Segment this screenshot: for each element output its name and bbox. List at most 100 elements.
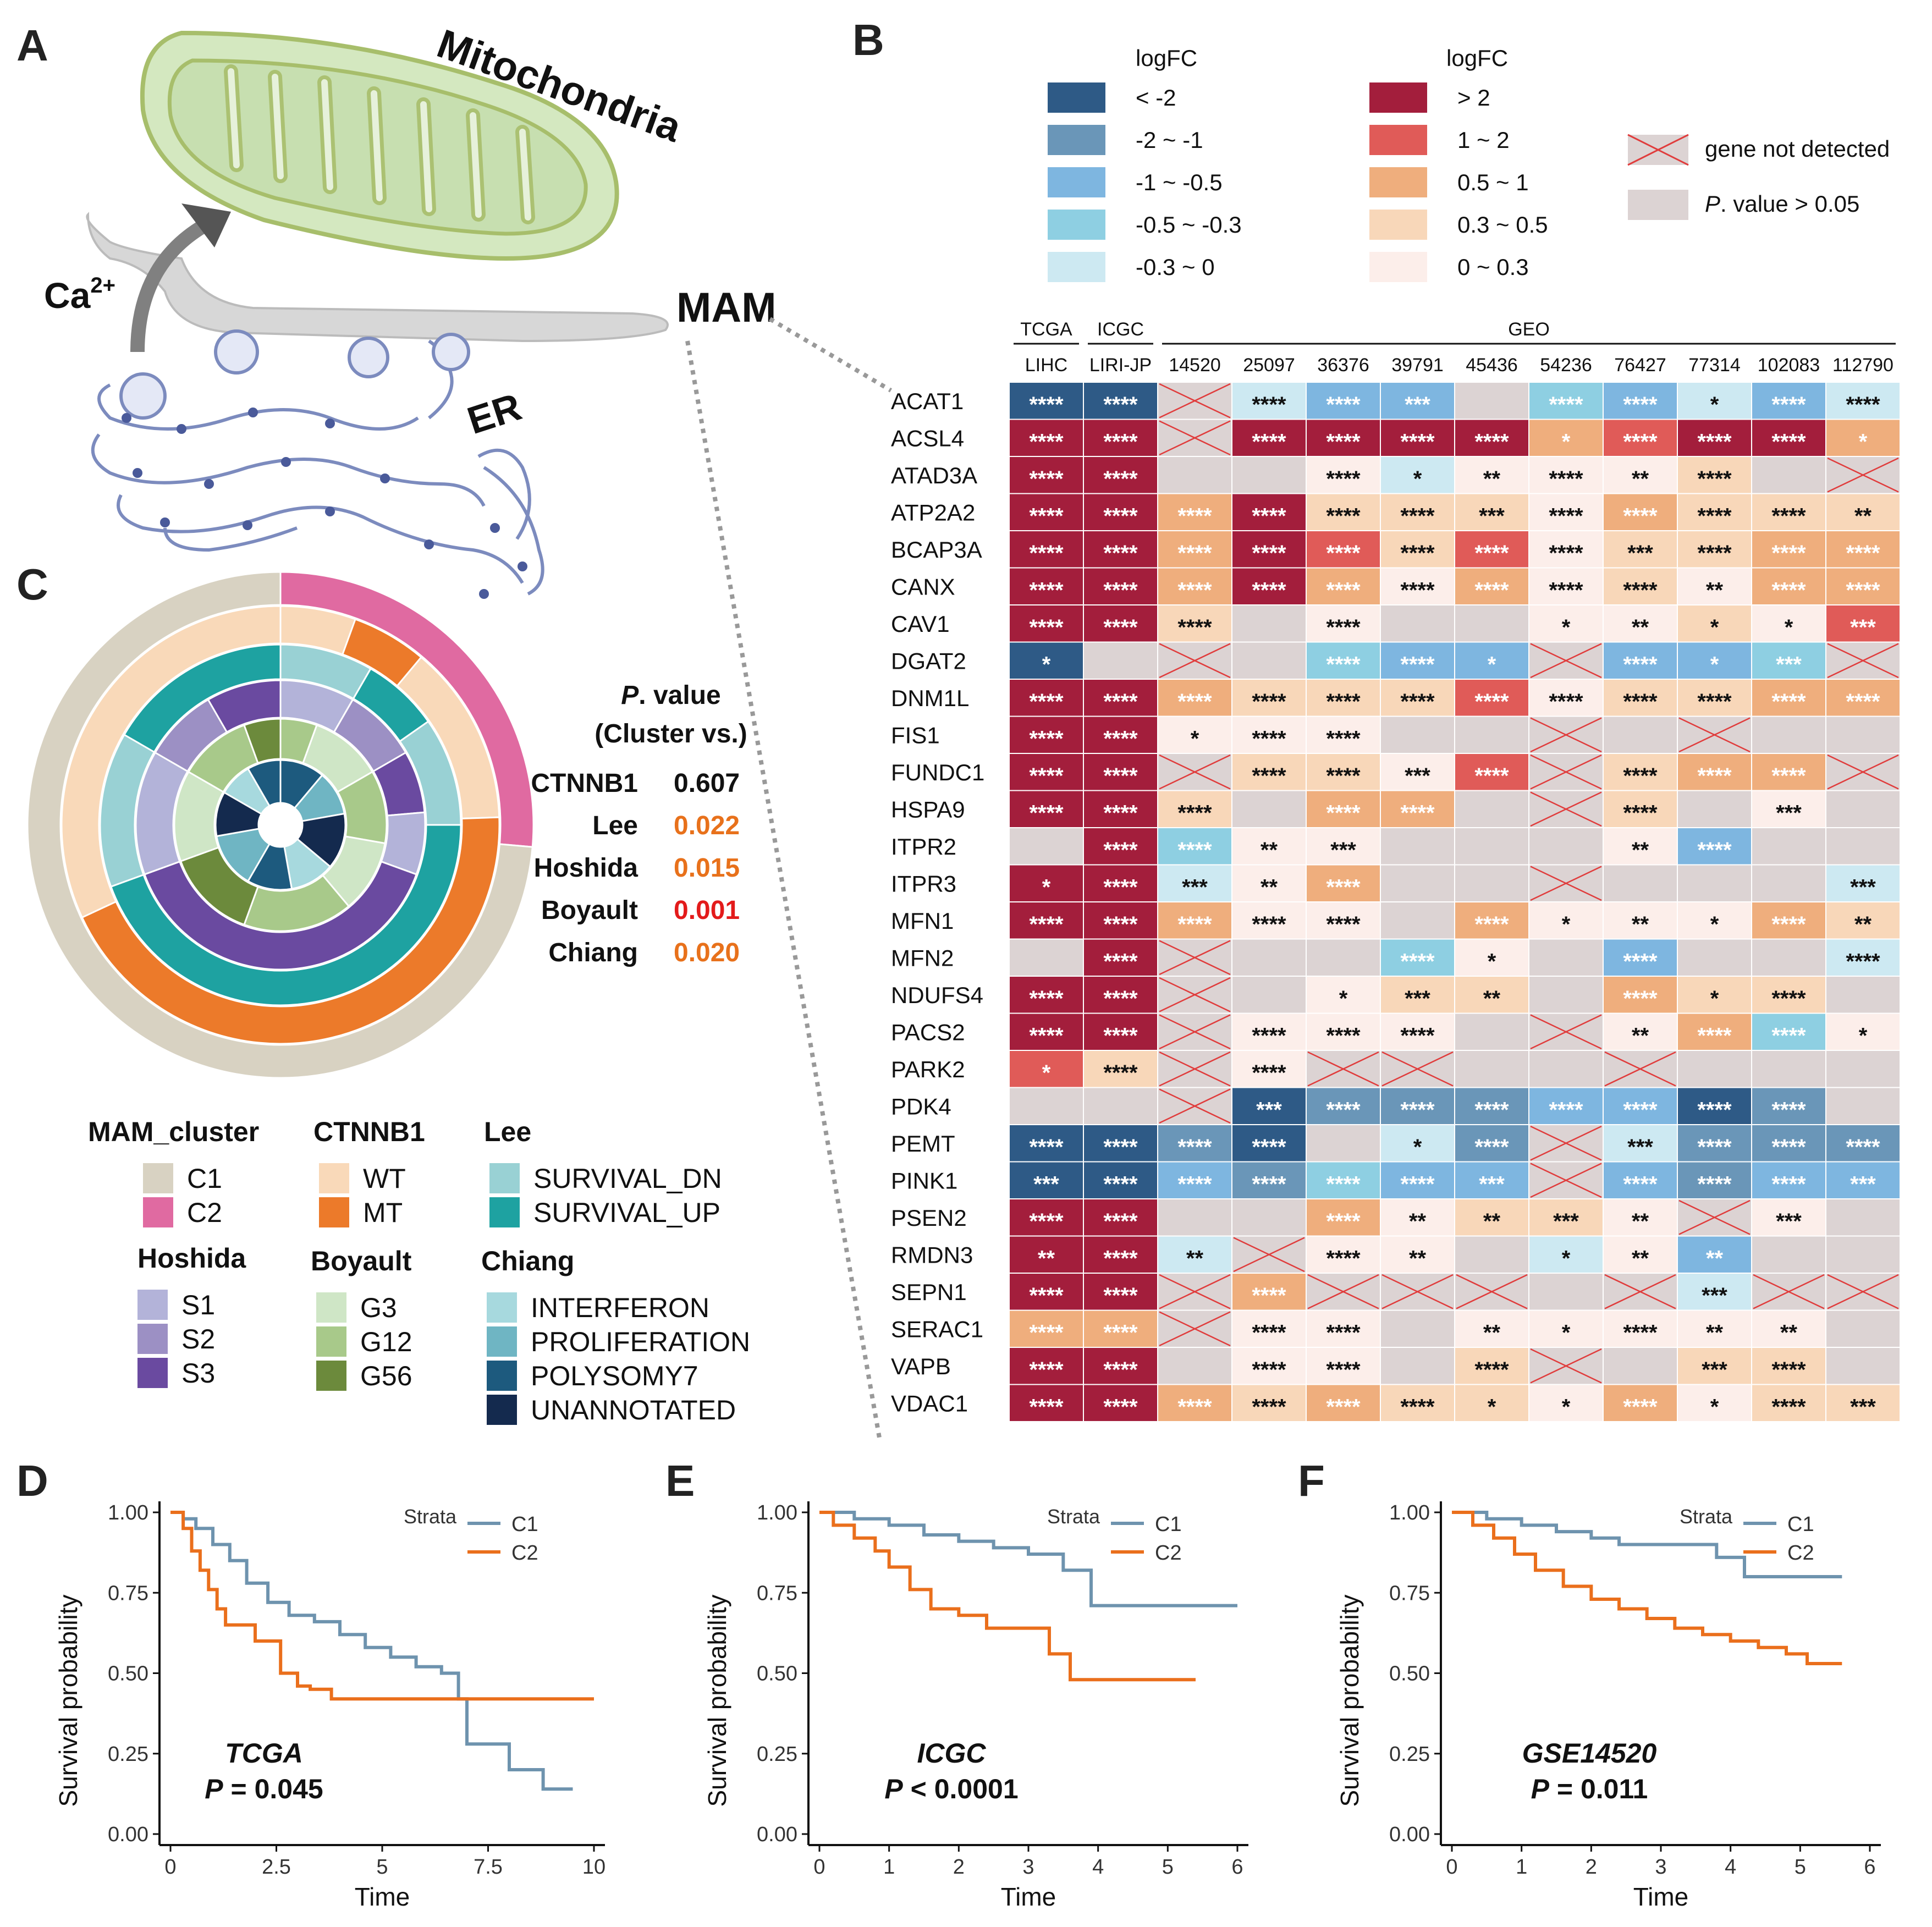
heatmap-cell — [1603, 1384, 1678, 1422]
significance-stars: *** — [1405, 393, 1430, 417]
heatmap-cell — [1306, 1384, 1381, 1422]
significance-stars: **** — [1177, 1395, 1212, 1419]
mam-connector-top — [768, 317, 893, 393]
legend-swatch — [319, 1197, 349, 1227]
significance-stars: ** — [1632, 615, 1649, 640]
significance-stars: **** — [1771, 690, 1806, 714]
significance-stars: **** — [1400, 801, 1435, 825]
significance-stars: **** — [1029, 615, 1064, 640]
y-tick-label: 1.00 — [108, 1501, 148, 1524]
not-detected-cross — [1530, 791, 1602, 827]
pvalue-row-name: Chiang — [548, 938, 638, 967]
legend-swatch-neg — [1048, 125, 1105, 155]
significance-stars: **** — [1771, 1358, 1806, 1382]
heatmap-cell — [1231, 901, 1307, 940]
heatmap-cell — [1751, 419, 1826, 457]
pvalue-row-name: Lee — [592, 811, 638, 840]
significance-stars: **** — [1177, 504, 1212, 528]
gene-row-label: PINK1 — [891, 1168, 957, 1193]
y-tick-label: 0.50 — [108, 1662, 148, 1686]
gene-row-label: PACS2 — [891, 1019, 965, 1045]
heatmap-cell — [1677, 382, 1752, 420]
heatmap-cell — [1603, 790, 1678, 828]
y-tick-label: 0.75 — [757, 1582, 797, 1605]
significance-stars: *** — [1776, 652, 1802, 676]
heatmap-cell — [1306, 1124, 1381, 1163]
x-tick-label: 3 — [1655, 1856, 1666, 1879]
significance-stars: **** — [1846, 541, 1880, 565]
significance-stars: ** — [1706, 1320, 1724, 1345]
x-tick-label: 4 — [1092, 1856, 1104, 1879]
legend-swatch — [316, 1292, 346, 1323]
significance-stars: **** — [1771, 912, 1806, 937]
heatmap-cell — [1677, 493, 1752, 531]
heatmap-cell — [1009, 530, 1084, 569]
significance-stars: *** — [1405, 764, 1430, 788]
significance-stars: * — [1859, 1023, 1868, 1048]
legend-swatch-neg — [1048, 210, 1105, 240]
survival-curve-c2 — [819, 1511, 1196, 1682]
heatmap-cell — [1825, 976, 1901, 1014]
legend-strata-title: Strata — [1047, 1505, 1100, 1528]
logrank-p-label: P — [205, 1774, 223, 1804]
heatmap-cell — [1454, 864, 1529, 902]
heatmap-cell — [1380, 679, 1455, 717]
not-detected-cross — [1159, 1274, 1231, 1309]
significance-stars: **** — [1029, 393, 1064, 417]
heatmap-cell — [1454, 827, 1529, 866]
mam-membrane — [86, 212, 669, 343]
heatmap-cell — [1009, 456, 1084, 494]
significance-stars: **** — [1697, 1098, 1732, 1122]
not-detected-cross — [1159, 643, 1231, 679]
significance-stars: ** — [1632, 912, 1649, 937]
significance-stars: **** — [1697, 764, 1732, 788]
calcium-arrow-head — [181, 203, 231, 247]
column-group-label: GEO — [1508, 319, 1550, 340]
legend-item-label: S2 — [181, 1324, 215, 1355]
heatmap-cell — [1825, 382, 1901, 420]
heatmap-cell — [1528, 1384, 1604, 1422]
logrank-p-value: < 0.0001 — [903, 1774, 1019, 1804]
x-tick-label: 0 — [164, 1856, 176, 1879]
column-label: 54236 — [1540, 355, 1592, 376]
heatmap-cell — [1306, 827, 1381, 866]
x-tick-label: 0 — [1446, 1856, 1457, 1879]
heatmap-cell — [1083, 753, 1158, 791]
heatmap-cell — [1231, 976, 1307, 1014]
significance-stars: **** — [1252, 726, 1286, 751]
significance-stars: *** — [1702, 1358, 1727, 1382]
heatmap-cell — [1603, 679, 1678, 717]
heatmap-cell — [1454, 604, 1529, 643]
heatmap-cell — [1825, 1235, 1901, 1274]
significance-stars: **** — [1474, 690, 1509, 714]
significance-stars: * — [1562, 912, 1571, 937]
heatmap-cell — [1825, 790, 1901, 828]
significance-stars: **** — [1326, 875, 1361, 899]
significance-stars: **** — [1326, 504, 1361, 528]
heatmap-cell — [1083, 901, 1158, 940]
significance-stars: **** — [1326, 393, 1361, 417]
survival-curve-c2 — [1452, 1511, 1842, 1665]
legend-swatch — [316, 1326, 346, 1357]
heatmap-cell — [1603, 1161, 1678, 1199]
significance-stars: **** — [1326, 1209, 1361, 1234]
y-axis-title: Survival probability — [703, 1594, 731, 1807]
heatmap-cell — [1231, 530, 1307, 569]
pvalue-title-rest: . value — [639, 681, 720, 710]
heatmap-cell — [1528, 679, 1604, 717]
significance-stars: **** — [1623, 578, 1658, 602]
significance-stars: * — [1710, 615, 1719, 640]
heatmap-cell — [1825, 1124, 1901, 1163]
column-group-label: TCGA — [1020, 319, 1072, 340]
heatmap-cell — [1157, 1161, 1232, 1199]
not-detected-cross — [1827, 643, 1899, 679]
heatmap-cell — [1677, 901, 1752, 940]
heatmap-cell — [1603, 493, 1678, 531]
gene-row-label: DNM1L — [891, 685, 969, 711]
heatmap-cell — [1454, 753, 1529, 791]
not-detected-cross — [1159, 1088, 1231, 1124]
heatmap-cell — [1454, 901, 1529, 940]
heatmap-cell — [1603, 456, 1678, 494]
heatmap-cell — [1528, 1273, 1604, 1311]
significance-stars: *** — [1330, 838, 1356, 862]
